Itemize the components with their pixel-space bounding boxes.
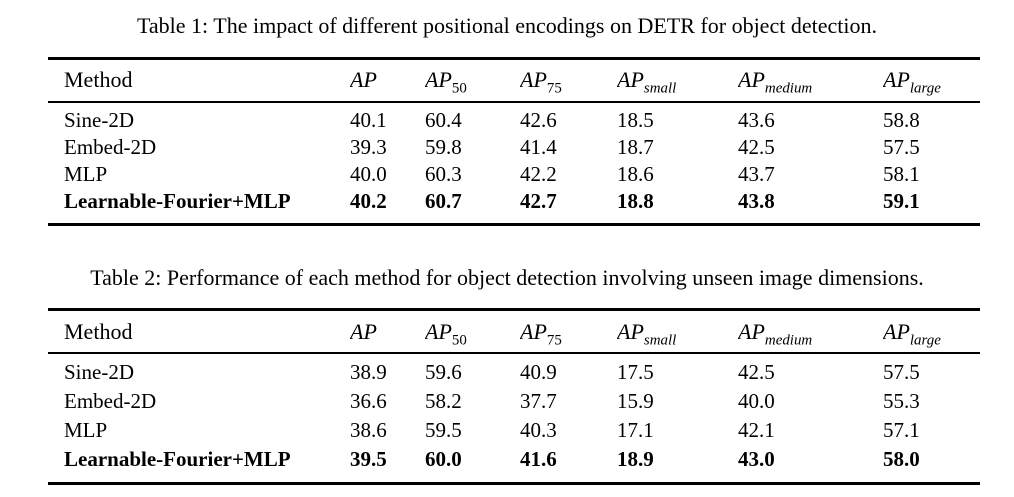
method-cell: Embed-2D — [64, 389, 157, 414]
value-cell: 17.1 — [617, 418, 654, 443]
table2-caption: Table 2: Performance of each method for … — [90, 264, 924, 290]
value-cell: 57.5 — [883, 134, 920, 159]
value-cell: 18.8 — [617, 188, 654, 213]
value-cell: 43.6 — [738, 107, 775, 132]
table-row: MLP 40.0 60.3 42.2 18.6 43.7 58.1 — [48, 161, 980, 188]
method-cell: MLP — [64, 161, 108, 186]
value-cell: 58.0 — [883, 447, 920, 472]
value-cell: 37.7 — [520, 389, 557, 414]
value-cell: 40.3 — [520, 418, 557, 443]
value-cell: 18.7 — [617, 134, 654, 159]
column-header-aplarge: APlarge — [883, 309, 980, 355]
column-header-ap75: AP75 — [520, 58, 617, 103]
table1-header: Method AP AP50 AP75 APsmall APmedium APlarge — [48, 58, 980, 103]
method-cell: Embed-2D — [64, 134, 157, 159]
value-cell: 60.4 — [425, 107, 462, 132]
value-cell: 42.6 — [520, 107, 557, 132]
value-cell: 42.5 — [738, 134, 775, 159]
value-cell: 39.3 — [350, 134, 387, 159]
value-cell: 58.8 — [883, 107, 920, 132]
value-cell: 18.6 — [617, 161, 654, 186]
method-cell: Learnable-Fourier+MLP — [64, 188, 291, 213]
method-cell: Sine-2D — [64, 360, 134, 385]
table1-body: Sine-2D 40.1 60.4 42.6 18.5 43.6 58.8 Embed-2D 3… — [48, 102, 980, 225]
table2-body: Sine-2D 38.9 59.6 40.9 17.5 42.5 57.5 Embed-2D 3… — [48, 353, 980, 484]
value-cell: 18.9 — [617, 447, 654, 472]
column-header-ap: AP — [350, 309, 425, 355]
value-cell: 59.6 — [425, 360, 462, 385]
value-cell: 17.5 — [617, 360, 654, 385]
method-cell: MLP — [64, 418, 108, 443]
table-row: Learnable-Fourier+MLP 40.2 60.7 42.7 18.8 43.… — [48, 188, 980, 225]
table1-caption: Table 1: The impact of different positio… — [137, 13, 877, 38]
value-cell: 42.7 — [520, 188, 557, 213]
value-cell: 43.8 — [738, 188, 775, 213]
header-row: Method AP AP50 AP75 APsmall APmedium APlarge — [48, 309, 980, 355]
value-cell: 59.8 — [425, 134, 462, 159]
value-cell: 43.0 — [738, 447, 775, 472]
value-cell: 59.5 — [425, 418, 462, 443]
value-cell: 57.1 — [883, 418, 920, 443]
value-cell: 40.1 — [350, 107, 387, 132]
value-cell: 58.2 — [425, 389, 462, 414]
table-row: Sine-2D 38.9 59.6 40.9 17.5 42.5 57.5 — [48, 353, 980, 387]
value-cell: 60.7 — [425, 188, 462, 213]
column-header-ap50: AP50 — [425, 58, 520, 103]
table-row: Embed-2D 39.3 59.8 41.4 18.7 42.5 57.5 — [48, 134, 980, 161]
table-row: Learnable-Fourier+MLP 39.5 60.0 41.6 18.9 43.… — [48, 445, 980, 484]
table1: Method AP AP50 AP75 APsmall APmedium APlarge S… — [48, 56, 980, 226]
value-cell: 15.9 — [617, 389, 654, 414]
value-cell: 38.9 — [350, 360, 387, 385]
method-cell: Sine-2D — [64, 107, 134, 132]
value-cell: 36.6 — [350, 389, 387, 414]
table2: Method AP AP50 AP75 APsmall APmedium APlarge S… — [48, 308, 980, 486]
value-cell: 39.5 — [350, 447, 387, 472]
value-cell: 18.5 — [617, 107, 654, 132]
column-header-apsmall: APsmall — [617, 58, 738, 103]
table-row: Embed-2D 36.6 58.2 37.7 15.9 40.0 55.3 — [48, 387, 980, 416]
value-cell: 40.9 — [520, 360, 557, 385]
column-header-apmedium: APmedium — [738, 309, 883, 355]
value-cell: 42.5 — [738, 360, 775, 385]
value-cell: 60.0 — [425, 447, 462, 472]
value-cell: 40.0 — [350, 161, 387, 186]
column-header-method: Method — [48, 58, 350, 103]
table-row: MLP 38.6 59.5 40.3 17.1 42.1 57.1 — [48, 416, 980, 445]
value-cell: 38.6 — [350, 418, 387, 443]
column-header-method: Method — [48, 309, 350, 355]
value-cell: 40.2 — [350, 188, 387, 213]
column-header-apmedium: APmedium — [738, 58, 883, 103]
value-cell: 42.1 — [738, 418, 775, 443]
value-cell: 59.1 — [883, 188, 920, 213]
column-header-aplarge: APlarge — [883, 58, 980, 103]
table2-header: Method AP AP50 AP75 APsmall APmedium APlarge — [48, 309, 980, 355]
column-header-ap50: AP50 — [425, 309, 520, 355]
table-row: Sine-2D 40.1 60.4 42.6 18.5 43.6 58.8 — [48, 102, 980, 134]
value-cell: 42.2 — [520, 161, 557, 186]
value-cell: 58.1 — [883, 161, 920, 186]
column-header-apsmall: APsmall — [617, 309, 738, 355]
value-cell: 40.0 — [738, 389, 775, 414]
value-cell: 55.3 — [883, 389, 920, 414]
column-header-ap: AP — [350, 58, 425, 103]
method-cell: Learnable-Fourier+MLP — [64, 447, 291, 472]
column-header-ap75: AP75 — [520, 309, 617, 355]
header-row: Method AP AP50 AP75 APsmall APmedium APlarge — [48, 58, 980, 103]
value-cell: 41.6 — [520, 447, 557, 472]
value-cell: 60.3 — [425, 161, 462, 186]
value-cell: 41.4 — [520, 134, 557, 159]
value-cell: 43.7 — [738, 161, 775, 186]
value-cell: 57.5 — [883, 360, 920, 385]
